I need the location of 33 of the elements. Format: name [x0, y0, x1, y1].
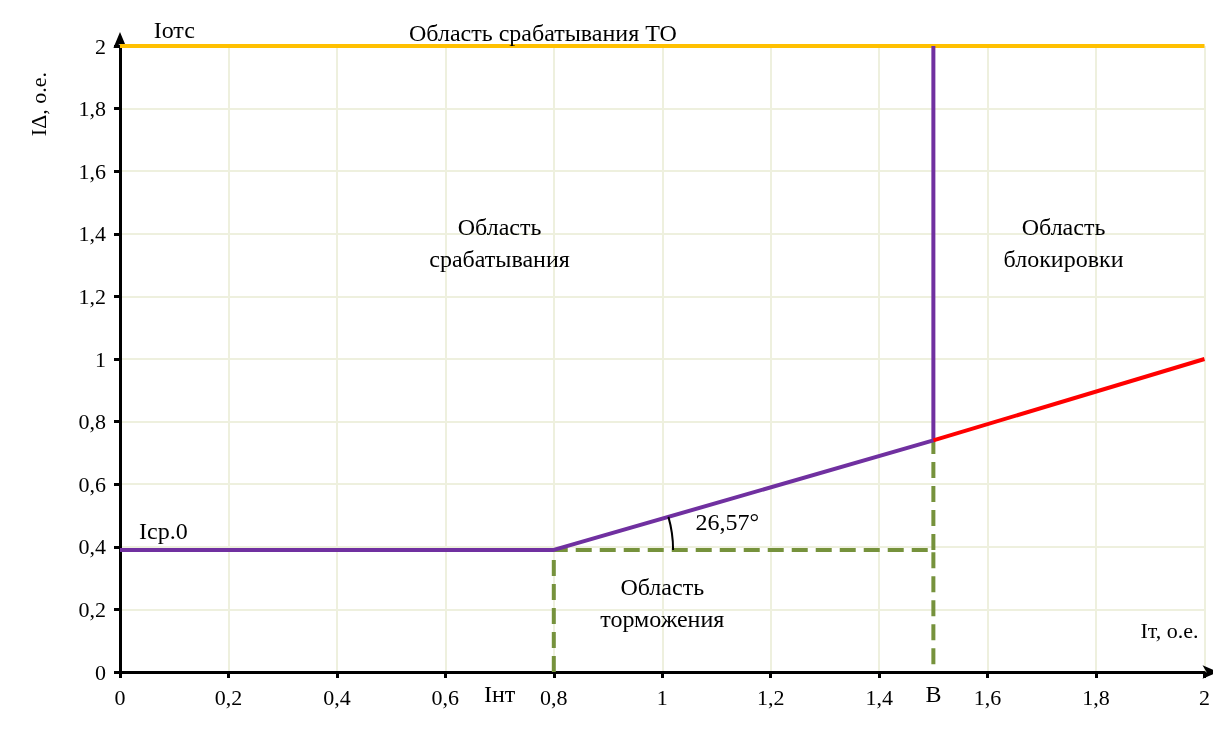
y-tick-label: 1,8	[78, 96, 106, 122]
x-tick-label: 1,8	[1082, 684, 1110, 710]
y-tick-label: 0,2	[78, 596, 106, 622]
y-tick-label: 0,8	[78, 409, 106, 435]
y-tick-label: 1	[95, 346, 106, 372]
x-tick-label: 0,8	[540, 684, 568, 710]
x-tick-label: 1	[656, 684, 668, 710]
text: Iнт	[483, 681, 516, 707]
annotation: Область срабатывания	[429, 214, 570, 273]
x-tick-label: 0,4	[323, 684, 351, 710]
y-tick-label: 1,4	[78, 221, 106, 247]
x-tick-label: 2	[1199, 684, 1210, 710]
y-tick-label: 1,2	[78, 283, 106, 309]
y-tick-label: 0	[95, 659, 106, 685]
x-axis-title: Iт, о.е.	[1140, 617, 1199, 643]
x-tick-label: 1,6	[973, 684, 1002, 710]
x-tick-label: 1,2	[756, 684, 785, 710]
y-tick-label: 1,6	[78, 158, 106, 184]
y-tick-label: 0,4	[78, 534, 106, 560]
y-tick-label: 0,6	[78, 471, 106, 497]
y-tick-label: 2	[95, 33, 106, 59]
annotation: Область торможения	[600, 574, 725, 633]
x-tick-label: 0,2	[214, 684, 243, 710]
x-tick-label: 0	[114, 684, 126, 710]
annotation: Область срабатывания ТО	[409, 20, 677, 47]
annotation: 26,57°	[695, 508, 760, 535]
text: B	[925, 681, 942, 707]
y-axis-title: IΔ, о.е.	[25, 71, 51, 137]
x-tick-label: 1,4	[865, 684, 893, 710]
annotation: Область блокировки	[1003, 214, 1124, 273]
x-tick-label: 0,6	[431, 684, 460, 710]
annotation: Iср.0	[139, 518, 188, 545]
text: Iотс	[153, 17, 195, 44]
